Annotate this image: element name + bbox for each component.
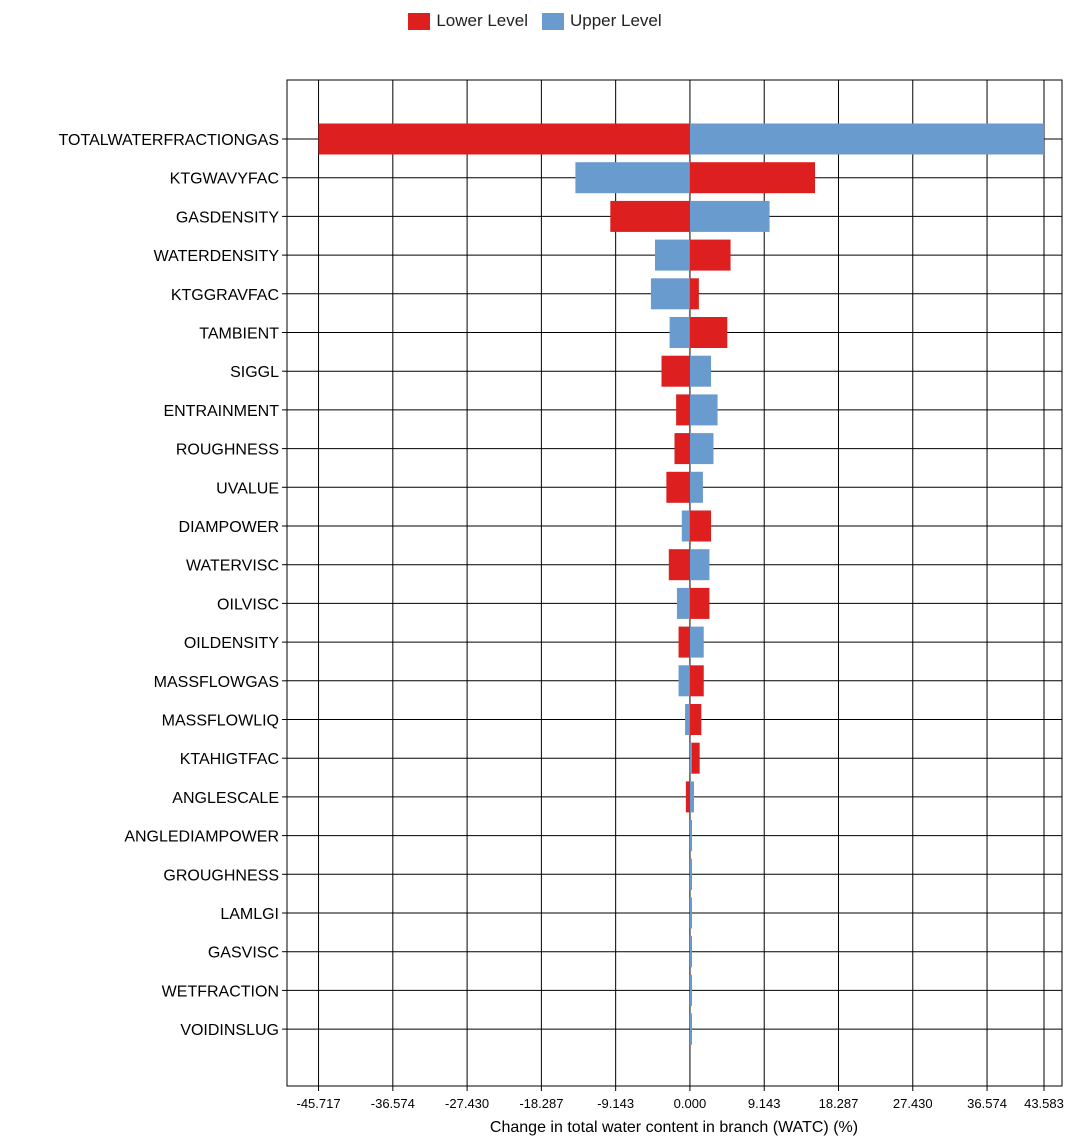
category-label: GASDENSITY (176, 209, 279, 226)
x-tick-labels: -45.717 -36.574 -27.430 -18.287 -9.143 0.000 9… (296, 1096, 1063, 1111)
bar-upper-level[interactable] (689, 626, 704, 658)
category-label: UVALUE (216, 480, 279, 497)
category-label: WATERVISC (186, 558, 279, 575)
category-label: KTGGRAVFAC (171, 287, 279, 304)
bar-lower-level[interactable] (674, 433, 690, 465)
x-tick-label: -27.430 (445, 1096, 489, 1111)
bar-lower-level[interactable] (689, 704, 702, 735)
category-label: ROUGHNESS (176, 442, 279, 459)
category-label: TOTALWATERFRACTIONGAS (59, 132, 279, 149)
bar-upper-level[interactable] (685, 704, 690, 735)
legend-label-lower-level: Lower Level (436, 11, 528, 30)
bar-lower-level[interactable] (666, 471, 690, 503)
bar-upper-level[interactable] (650, 278, 690, 310)
bar-upper-level[interactable] (689, 433, 714, 465)
plot-frame (286, 79, 1063, 1087)
bar-upper-level[interactable] (669, 317, 690, 348)
legend-item-lower-level[interactable]: Lower Level (408, 11, 528, 31)
bar-upper-level[interactable] (681, 510, 690, 542)
category-label: GROUGHNESS (163, 867, 279, 884)
bar-upper-level[interactable] (689, 471, 703, 503)
category-label: ENTRAINMENT (163, 403, 279, 420)
x-tick-label: -18.287 (519, 1096, 563, 1111)
bar-upper-level[interactable] (689, 200, 770, 232)
x-axis-title: Change in total water content in branch … (490, 1119, 858, 1136)
bar-upper-level[interactable] (689, 355, 712, 387)
category-label: WETFRACTION (162, 983, 279, 1000)
category-label: MASSFLOWLIQ (162, 713, 279, 730)
category-label: KTGWAVYFAC (170, 171, 279, 188)
x-tick-label: 9.143 (748, 1096, 781, 1111)
x-tick-label: 36.574 (967, 1096, 1007, 1111)
x-tick-label: 18.287 (819, 1096, 859, 1111)
bar-lower-level[interactable] (678, 626, 690, 658)
x-tick-label: -9.143 (597, 1096, 634, 1111)
bar-lower-level[interactable] (689, 317, 728, 348)
bar-upper-level[interactable] (676, 587, 690, 619)
bar-lower-level[interactable] (661, 355, 690, 387)
category-label: VOIDINSLUG (180, 1022, 279, 1039)
category-label: SIGGL (230, 364, 279, 381)
bar-upper-level[interactable] (655, 239, 690, 271)
bar-upper-level[interactable] (678, 665, 690, 697)
bar-upper-level[interactable] (689, 1013, 692, 1045)
bar-upper-level[interactable] (689, 394, 718, 426)
bar-upper-level[interactable] (689, 123, 1044, 155)
bar-upper-level[interactable] (689, 858, 692, 890)
bar-lower-level[interactable] (610, 200, 690, 232)
bar-upper-level[interactable] (689, 897, 692, 929)
x-tick-label: -45.717 (296, 1096, 340, 1111)
bar-lower-level[interactable] (689, 742, 700, 774)
bar-lower-level[interactable] (689, 587, 710, 619)
category-label: LAMLGI (220, 906, 279, 923)
category-label: ANGLESCALE (172, 790, 279, 807)
bar-lower-level[interactable] (689, 162, 816, 194)
legend: Lower Level Upper Level (0, 8, 1070, 34)
category-label: DIAMPOWER (179, 519, 279, 536)
category-label: WATERDENSITY (154, 248, 280, 265)
x-tick-label: 0.000 (674, 1096, 707, 1111)
bar-lower-level[interactable] (689, 665, 704, 697)
upper-level-swatch (542, 12, 564, 30)
x-tick-label: 43.583 (1024, 1096, 1064, 1111)
bar-lower-level[interactable] (668, 549, 690, 581)
bar-upper-level[interactable] (689, 936, 692, 968)
bar-lower-level[interactable] (676, 394, 690, 426)
bar-upper-level[interactable] (689, 549, 710, 581)
bar-upper-level[interactable] (689, 781, 694, 813)
category-label: TAMBIENT (199, 326, 279, 343)
bars (318, 123, 1044, 1045)
bar-upper-level[interactable] (689, 974, 692, 1006)
bar-lower-level[interactable] (689, 278, 699, 310)
bar-upper-level[interactable] (689, 742, 692, 774)
category-label: MASSFLOWGAS (154, 674, 279, 691)
category-labels: TOTALWATERFRACTIONGAS KTGWAVYFAC GASDENSIT… (59, 132, 280, 1039)
bar-upper-level[interactable] (575, 162, 690, 194)
legend-item-upper-level[interactable]: Upper Level (542, 11, 662, 31)
bar-lower-level[interactable] (318, 123, 690, 155)
category-label: ANGLEDIAMPOWER (124, 829, 279, 846)
legend-label-upper-level: Upper Level (570, 11, 662, 30)
category-label: KTAHIGTFAC (180, 751, 279, 768)
bar-upper-level[interactable] (689, 820, 692, 852)
category-label: OILVISC (217, 596, 279, 613)
x-tick-label: -36.574 (371, 1096, 415, 1111)
lower-level-swatch (408, 12, 431, 30)
bar-lower-level[interactable] (689, 239, 731, 271)
category-label: OILDENSITY (184, 635, 279, 652)
x-tick-label: 27.430 (893, 1096, 933, 1111)
bar-lower-level[interactable] (689, 510, 712, 542)
category-label: GASVISC (208, 945, 279, 962)
bar-lower-level[interactable] (685, 781, 690, 813)
